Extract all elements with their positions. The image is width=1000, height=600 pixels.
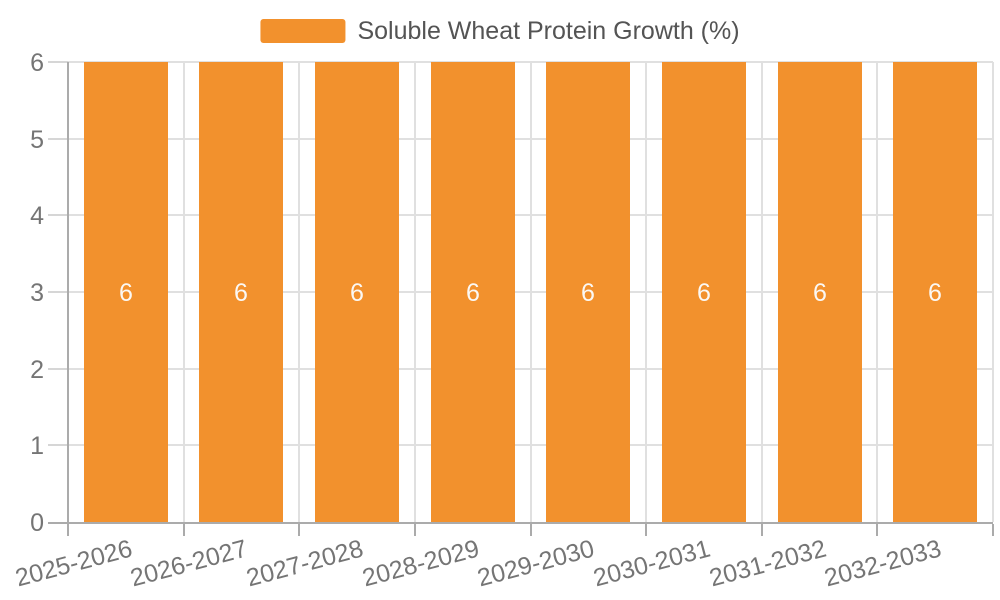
y-tick (48, 214, 68, 216)
y-axis-tick-label: 1 (30, 432, 44, 460)
x-axis-tick-label: 2032-2033 (821, 534, 945, 593)
bar-value-label: 6 (466, 279, 480, 307)
x-tick (876, 524, 878, 536)
y-tick (48, 61, 68, 63)
x-gridline (183, 62, 185, 522)
legend-label: Soluble Wheat Protein Growth (%) (357, 17, 740, 45)
x-axis-tick-label: 2029-2030 (474, 534, 598, 593)
x-axis-tick-label: 2031-2032 (706, 534, 830, 593)
bar[interactable] (84, 62, 168, 522)
x-gridline (992, 62, 994, 522)
y-tick (48, 368, 68, 370)
x-axis-tick-label: 2028-2029 (359, 534, 483, 593)
y-axis-line (67, 62, 69, 524)
x-axis-tick-label: 2027-2028 (243, 534, 367, 593)
bar-value-label: 6 (350, 279, 364, 307)
bar[interactable] (546, 62, 630, 522)
x-gridline (530, 62, 532, 522)
bar[interactable] (431, 62, 515, 522)
x-gridline (876, 62, 878, 522)
y-tick (48, 291, 68, 293)
legend-swatch (260, 19, 346, 43)
x-tick (183, 524, 185, 536)
x-tick (761, 524, 763, 536)
legend[interactable]: Soluble Wheat Protein Growth (%) (260, 16, 740, 46)
x-tick (530, 524, 532, 536)
bar-value-label: 6 (813, 279, 827, 307)
x-tick (414, 524, 416, 536)
x-tick (992, 524, 994, 536)
x-axis-tick-label: 2025-2026 (12, 534, 136, 593)
x-tick (298, 524, 300, 536)
y-tick (48, 138, 68, 140)
y-axis-tick-label: 0 (30, 509, 44, 537)
y-tick (48, 444, 68, 446)
y-axis-tick-label: 4 (30, 202, 44, 230)
y-axis-tick-label: 3 (30, 279, 44, 307)
bar-value-label: 6 (581, 279, 595, 307)
bar-value-label: 6 (928, 279, 942, 307)
bar[interactable] (662, 62, 746, 522)
bar-value-label: 6 (697, 279, 711, 307)
x-axis-tick-label: 2026-2027 (127, 534, 251, 593)
x-tick (645, 524, 647, 536)
x-tick (67, 524, 69, 536)
x-axis-tick-label: 2030-2031 (590, 534, 714, 593)
bar[interactable] (893, 62, 977, 522)
bar[interactable] (199, 62, 283, 522)
bar[interactable] (778, 62, 862, 522)
y-axis-tick-label: 6 (30, 49, 44, 77)
x-gridline (298, 62, 300, 522)
bar[interactable] (315, 62, 399, 522)
y-axis-tick-label: 2 (30, 356, 44, 384)
x-gridline (414, 62, 416, 522)
x-gridline (645, 62, 647, 522)
y-axis-tick-label: 5 (30, 126, 44, 154)
bar-value-label: 6 (119, 279, 133, 307)
x-axis-line (48, 522, 993, 524)
bar-value-label: 6 (234, 279, 248, 307)
x-gridline (761, 62, 763, 522)
